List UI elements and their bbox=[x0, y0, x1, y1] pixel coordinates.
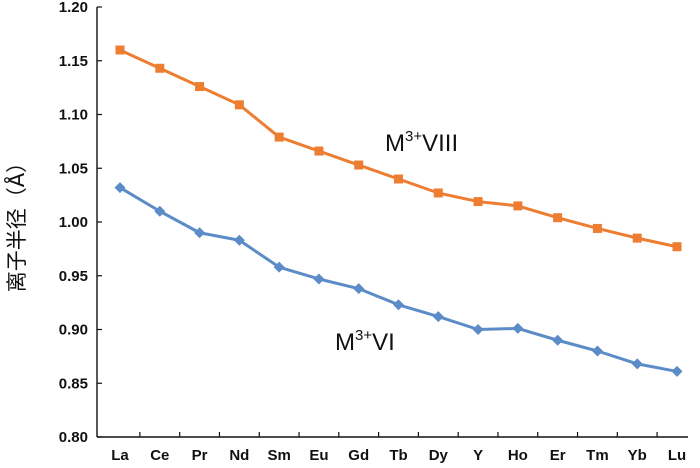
data-point-m3-vi bbox=[233, 234, 245, 246]
x-tick-label: Y bbox=[473, 447, 483, 464]
data-point-m3-viii bbox=[155, 63, 165, 73]
data-point-m3-viii bbox=[433, 188, 443, 198]
x-tick-label: Lu bbox=[668, 447, 686, 464]
x-tick-label: Sm bbox=[267, 447, 290, 464]
series-label-m3-viii-tail: VIII bbox=[422, 130, 458, 157]
data-point-m3-viii bbox=[354, 160, 364, 170]
series-label-m3-vi-main: M bbox=[335, 329, 355, 356]
y-tick-label: 0.90 bbox=[59, 322, 88, 339]
x-tick-label: Tm bbox=[586, 447, 609, 464]
data-point-m3-vi bbox=[512, 322, 524, 334]
series-label-m3-vi-sup: 3+ bbox=[355, 327, 372, 344]
data-point-m3-viii bbox=[632, 233, 642, 243]
y-tick-label: 0.95 bbox=[59, 268, 88, 285]
data-point-m3-viii bbox=[553, 213, 563, 223]
data-point-m3-vi bbox=[472, 324, 484, 335]
data-point-m3-vi bbox=[631, 358, 643, 370]
data-point-m3-viii bbox=[592, 223, 602, 233]
y-ticks: 0.80 0.85 0.90 0.95 1.00 1.05 1.10 1.15 1.20 bbox=[59, 0, 102, 446]
data-point-m3-viii bbox=[394, 174, 403, 184]
data-point-m3-vi bbox=[154, 205, 166, 217]
x-tick-label: Dy bbox=[429, 447, 449, 464]
y-tick-label: 1.15 bbox=[59, 53, 88, 70]
x-tick-label: Ce bbox=[150, 447, 169, 464]
series-label-m3-viii-sup: 3+ bbox=[405, 128, 422, 145]
data-point-m3-viii bbox=[672, 242, 682, 252]
data-point-m3-viii bbox=[195, 82, 205, 92]
y-tick-label: 1.20 bbox=[59, 0, 88, 16]
data-point-m3-vi bbox=[273, 261, 285, 273]
y-axis-title: 离子半径（Å） bbox=[3, 152, 29, 292]
x-tick-label: Gd bbox=[348, 447, 369, 464]
series-label-m3-viii-main: M bbox=[385, 130, 405, 157]
x-tick-label: Eu bbox=[309, 447, 328, 464]
x-tick-label: Er bbox=[550, 447, 566, 464]
data-point-m3-viii bbox=[274, 132, 284, 142]
data-point-m3-viii bbox=[234, 100, 244, 110]
y-tick-label: 0.80 bbox=[59, 429, 88, 446]
data-point-m3-vi bbox=[313, 273, 325, 285]
x-tick-label: Yb bbox=[628, 447, 647, 464]
data-point-m3-vi bbox=[591, 345, 603, 357]
y-tick-label: 1.10 bbox=[59, 107, 88, 124]
data-point-m3-vi bbox=[671, 365, 683, 377]
data-point-m3-viii bbox=[513, 201, 523, 211]
data-point-m3-vi bbox=[393, 299, 404, 311]
x-tick-label: Nd bbox=[229, 447, 249, 464]
data-point-m3-viii bbox=[314, 146, 324, 156]
data-point-m3-viii bbox=[473, 197, 483, 207]
data-point-m3-viii bbox=[115, 45, 125, 55]
x-tick-label: Pr bbox=[192, 447, 208, 464]
y-tick-label: 0.85 bbox=[59, 375, 88, 392]
series-label-m3-vi-tail: VI bbox=[372, 329, 395, 356]
series-label-m3-viii: M3+VIII bbox=[385, 128, 458, 157]
x-tick-label: La bbox=[111, 447, 129, 464]
data-point-m3-vi bbox=[552, 334, 564, 346]
y-tick-label: 1.05 bbox=[59, 160, 88, 177]
data-point-m3-vi bbox=[114, 182, 126, 194]
data-point-m3-vi bbox=[194, 227, 206, 239]
x-tick-label: Tb bbox=[389, 447, 407, 464]
x-tick-label: Ho bbox=[508, 447, 528, 464]
x-ticks: La Ce Pr Nd Sm Eu Gd Tb Dy Y Ho Er Tm Yb Lu bbox=[111, 432, 686, 464]
data-point-m3-vi bbox=[432, 311, 444, 323]
axes bbox=[96, 7, 688, 438]
series-line-m3-vi bbox=[119, 186, 678, 373]
y-tick-label: 1.00 bbox=[59, 214, 88, 231]
series bbox=[114, 45, 683, 377]
series-label-m3-vi: M3+VI bbox=[335, 327, 395, 356]
data-point-m3-vi bbox=[353, 283, 365, 295]
